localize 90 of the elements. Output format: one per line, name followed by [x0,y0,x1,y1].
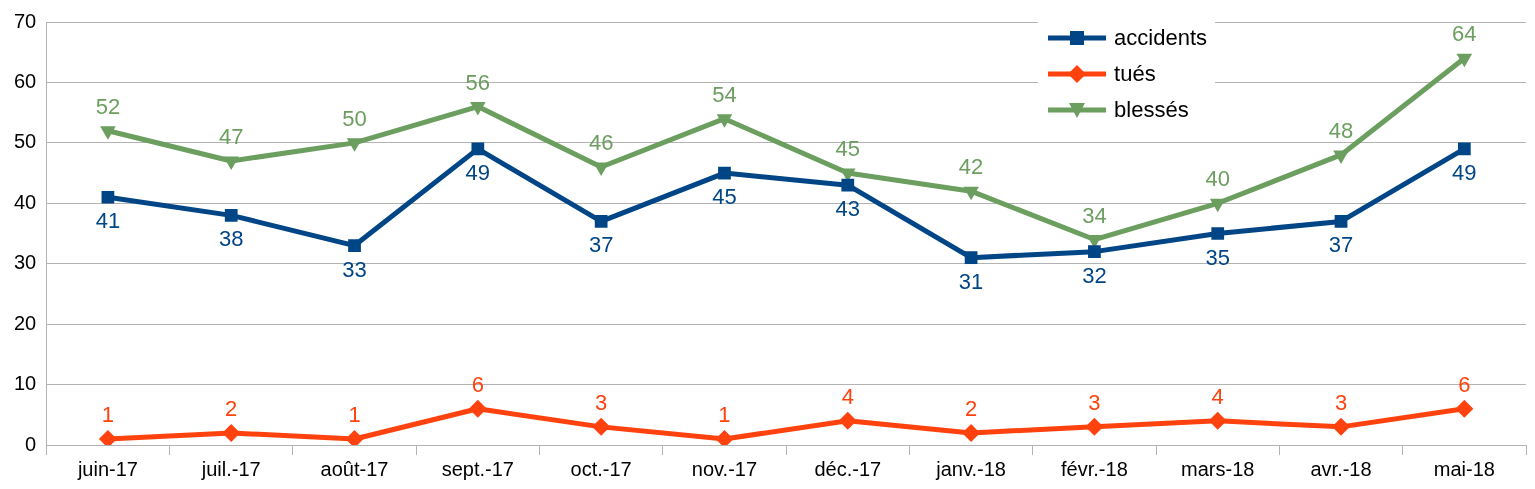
point [470,102,486,116]
point [715,429,734,445]
data-label: 64 [1452,21,1477,47]
point [1208,411,1227,430]
point [348,239,361,252]
point [1456,53,1473,68]
legend-label: accidents [1114,25,1207,51]
point [98,429,117,445]
data-label: 43 [835,196,861,222]
point [594,215,608,228]
x-tick-label: juil.-17 [200,457,261,480]
point [471,142,485,156]
point [1457,142,1471,156]
y-tick-label: 20 [14,311,37,334]
x-tick-label: oct.-17 [570,457,632,480]
legend-label: blessés [1114,97,1189,123]
point [345,429,364,445]
point [841,178,855,192]
point [346,138,363,152]
point [100,126,116,140]
data-label: 40 [1205,166,1230,192]
point [1211,227,1225,240]
data-label: 52 [95,93,121,119]
x-tick-label: juin-17 [76,457,138,480]
data-label: 35 [1205,244,1230,270]
x-tick-label: nov.-17 [691,457,758,480]
point [718,166,731,180]
x-tick-label: sept.-17 [441,457,514,480]
data-label: 46 [588,130,614,156]
point [1332,417,1351,436]
point [1455,399,1474,418]
point [716,114,733,128]
data-label: 6 [471,371,484,397]
data-label: 2 [225,395,238,421]
data-label: 3 [1334,389,1348,415]
data-label: 37 [588,232,614,258]
point [1334,215,1348,228]
point [838,411,857,430]
x-tick-label: déc.-17 [814,457,882,480]
data-label: 54 [712,81,737,107]
data-label: 4 [841,383,854,409]
x-tick-label: août-17 [320,457,389,480]
data-label: 49 [1452,159,1477,185]
data-label: 47 [218,124,244,150]
y-tick-label: 50 [14,130,37,153]
data-label: 1 [348,402,361,428]
x-tick-label: févr.-18 [1061,457,1128,480]
y-tick-label: 10 [14,372,37,395]
data-label: 1 [101,402,115,428]
point [1333,150,1349,164]
legend-label: tués [1114,61,1156,87]
data-label: 56 [465,69,491,95]
point [963,186,979,201]
x-tick-label: mai-18 [1433,457,1495,480]
point [1088,245,1101,258]
y-tick-label: 60 [14,69,37,92]
point [101,190,115,204]
data-label: 3 [1088,389,1101,415]
data-label: 48 [1328,118,1354,144]
data-label: 4 [1211,383,1224,409]
data-label: 45 [835,136,861,162]
point [223,156,240,170]
point [224,209,238,222]
y-tick-label: 30 [14,251,37,274]
point [1085,417,1104,436]
data-label: 33 [342,256,367,282]
data-label: 34 [1082,202,1107,228]
y-tick-label: 40 [14,190,37,213]
data-label: 1 [718,402,731,428]
point [1209,198,1226,213]
data-label: 3 [595,389,608,415]
data-label: 31 [958,268,984,294]
x-tick-label: avr.-18 [1310,457,1372,480]
data-label: 45 [712,184,737,210]
x-tick-label: mars-18 [1181,457,1255,480]
data-label: 42 [958,154,984,180]
point [468,399,487,418]
data-label: 2 [964,395,978,421]
data-label: 49 [465,159,491,185]
y-tick-label: 0 [25,432,37,455]
point [964,251,978,265]
data-label: 37 [1328,232,1354,258]
data-label: 50 [342,105,367,131]
data-label: 38 [218,226,244,252]
point [592,417,611,436]
data-label: 41 [95,208,121,234]
data-label: 6 [1458,371,1471,397]
data-label: 32 [1082,262,1107,288]
y-tick-label: 70 [14,9,37,32]
x-tick-label: janv.-18 [935,457,1006,480]
